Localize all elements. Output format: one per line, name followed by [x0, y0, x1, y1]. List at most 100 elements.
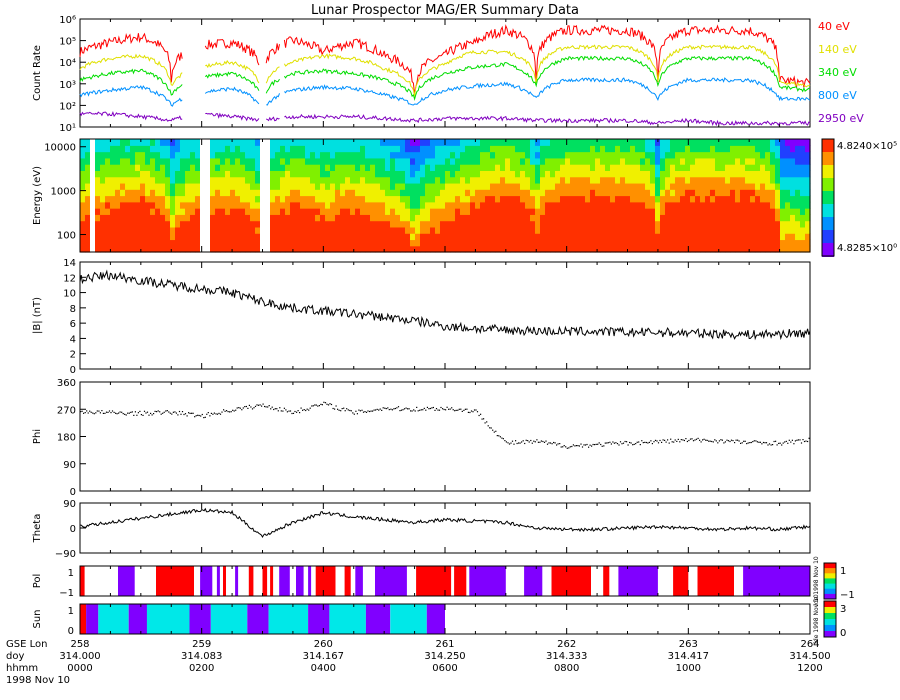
phi-point	[236, 407, 238, 409]
spectrogram-cell	[255, 214, 261, 222]
spectrogram-cell	[585, 145, 591, 153]
spectrogram-cell	[660, 239, 666, 247]
spectrogram-cell	[535, 145, 541, 153]
spectrogram-cell	[550, 195, 556, 203]
spectrogram-cell	[380, 145, 386, 153]
spectrogram-cell	[285, 145, 291, 153]
spectrogram-cell	[455, 239, 461, 247]
spectrogram-cell	[395, 220, 401, 228]
spectrogram-cell	[535, 245, 541, 253]
spectrogram-cell	[735, 208, 741, 215]
spectrogram-cell	[700, 182, 706, 190]
spectrogram-cell	[480, 220, 486, 228]
pol-colorbar-step	[824, 568, 836, 574]
count-rate-legend-40-eV: 40 eV	[818, 20, 850, 33]
spectrogram-cell	[475, 195, 481, 203]
spectrogram-cell	[670, 201, 676, 209]
spectrogram-cell	[315, 245, 321, 253]
spectrogram-cell	[240, 164, 246, 171]
phi-point	[314, 404, 316, 406]
phi-point	[717, 442, 719, 444]
spectrogram-cell	[395, 189, 401, 197]
spectrogram-cell	[350, 176, 356, 184]
spectrogram-cell	[585, 164, 591, 171]
spectrogram-cell	[660, 220, 666, 228]
phi-point	[344, 410, 346, 412]
spectrogram-cell	[260, 145, 266, 153]
spectrogram-cell	[195, 145, 201, 153]
spectrogram-cell	[145, 220, 151, 228]
phi-point	[343, 407, 345, 409]
spectrogram-cell	[535, 220, 541, 228]
colorbar-step	[822, 191, 834, 205]
spectrogram-cell	[115, 195, 121, 203]
spectrogram-cell	[105, 195, 111, 203]
spectrogram-cell	[375, 214, 381, 222]
spectrogram-cell	[100, 214, 106, 222]
spectrogram-cell	[745, 201, 751, 209]
spectrogram-cell	[765, 170, 771, 178]
spectrogram-cell	[670, 226, 676, 234]
spectrogram-cell	[315, 214, 321, 222]
spectrogram-cell	[735, 176, 741, 184]
spectrogram-cell	[80, 233, 86, 241]
phi-point	[296, 411, 298, 413]
phi-point	[189, 412, 191, 414]
spectrogram-cell	[590, 226, 596, 234]
spectrogram-cell	[675, 195, 681, 203]
spectrogram-cell	[760, 245, 766, 253]
pol-segment	[80, 566, 85, 596]
spectrogram-cell	[510, 170, 516, 178]
spectrogram-cell	[475, 214, 481, 222]
spectrogram-cell	[380, 189, 386, 197]
spectrogram-cell	[400, 176, 406, 184]
phi-point	[782, 442, 784, 444]
phi-point	[137, 412, 139, 414]
spectrogram-cell	[385, 195, 391, 203]
spectrogram-cell	[795, 189, 801, 197]
spectrogram-cell	[205, 189, 211, 197]
spectrogram-cell	[525, 214, 531, 222]
spectrogram-cell	[230, 201, 236, 209]
spectrogram-cell	[270, 195, 276, 203]
spectrogram-cell	[445, 176, 451, 184]
spectrogram-cell	[240, 151, 246, 159]
spectrogram-cell	[105, 182, 111, 190]
spectrogram-cell	[580, 170, 586, 178]
spectrogram-cell	[240, 145, 246, 153]
spectrogram-cell	[80, 214, 86, 222]
spectrogram-cell	[385, 208, 391, 215]
spectrogram-cell	[230, 245, 236, 253]
sun-ytick-label-top: 1	[68, 606, 74, 617]
phi-point	[575, 445, 577, 447]
phi-point	[530, 439, 532, 442]
spectrogram-cell	[325, 170, 331, 178]
spectrogram-cell	[670, 195, 676, 203]
spectrogram-cell	[675, 145, 681, 153]
spectrogram-cell	[580, 164, 586, 171]
spectrogram-cell	[165, 176, 171, 184]
spectrogram-cell	[190, 214, 196, 222]
spectrogram-cell	[190, 189, 196, 197]
spectrogram-cell	[85, 176, 91, 184]
phi-point	[426, 406, 428, 408]
phi-point	[738, 440, 740, 442]
phi-point	[245, 405, 247, 408]
phi-point	[601, 445, 603, 447]
spectrogram-cell	[145, 208, 151, 215]
spectrogram-cell	[775, 201, 781, 209]
spectrogram-cell	[560, 220, 566, 228]
spectrogram-cell	[475, 176, 481, 184]
phi-point	[604, 442, 606, 444]
spectrogram-cell	[470, 233, 476, 241]
spectrogram-cell	[295, 170, 301, 178]
spectrogram-cell	[505, 226, 511, 234]
phi-point	[394, 407, 396, 410]
spectrogram-cell	[540, 226, 546, 234]
spectrogram-cell	[715, 164, 721, 171]
spectrogram-cell	[220, 145, 226, 153]
phi-point	[476, 411, 479, 413]
spectrogram-cell	[715, 245, 721, 253]
spectrogram-cell	[200, 245, 206, 253]
